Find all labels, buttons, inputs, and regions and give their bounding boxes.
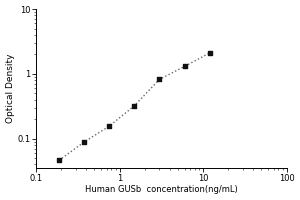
Point	[107, 125, 112, 128]
Point	[207, 51, 212, 55]
Point	[132, 104, 136, 107]
Point	[56, 159, 61, 162]
Y-axis label: Optical Density: Optical Density	[6, 54, 15, 123]
Point	[157, 78, 162, 81]
Point	[82, 141, 86, 144]
Point	[182, 65, 187, 68]
X-axis label: Human GUSb  concentration(ng/mL): Human GUSb concentration(ng/mL)	[85, 185, 238, 194]
